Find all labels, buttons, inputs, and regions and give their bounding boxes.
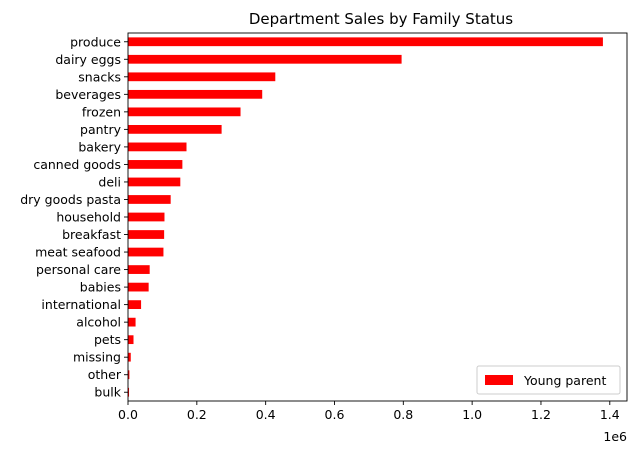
bar-frozen bbox=[128, 107, 241, 117]
bar-breakfast bbox=[128, 230, 165, 239]
y-tick-label: personal care bbox=[36, 262, 121, 277]
x-axis-offset-label: 1e6 bbox=[603, 429, 627, 444]
x-tick-label: 1.2 bbox=[531, 407, 551, 422]
legend-label: Young parent bbox=[523, 373, 606, 388]
bar-dairy-eggs bbox=[128, 54, 402, 64]
x-tick-label: 0.6 bbox=[325, 407, 345, 422]
bar-alcohol bbox=[128, 317, 136, 327]
bar-babies bbox=[128, 282, 149, 292]
y-tick-label: other bbox=[88, 367, 122, 382]
plot-frame bbox=[127, 32, 628, 402]
y-tick-label: pantry bbox=[80, 122, 122, 137]
bar-household bbox=[128, 212, 165, 222]
y-tick-label: alcohol bbox=[76, 315, 121, 330]
y-tick-label: deli bbox=[98, 174, 121, 189]
legend-swatch bbox=[485, 375, 513, 385]
legend: Young parent bbox=[476, 365, 621, 395]
x-tick-label: 0.4 bbox=[256, 407, 276, 422]
y-tick-label: dairy eggs bbox=[55, 52, 121, 67]
bar-canned-goods bbox=[128, 160, 183, 169]
bar-pets bbox=[128, 335, 134, 345]
bar-dry-goods-pasta bbox=[128, 195, 171, 204]
bar-other bbox=[128, 370, 130, 380]
bar-meat-seafood bbox=[128, 247, 164, 257]
x-tick-label: 0.2 bbox=[187, 407, 207, 422]
y-tick-label: canned goods bbox=[33, 157, 121, 172]
bar-international bbox=[128, 300, 142, 309]
x-tick-label: 0.8 bbox=[393, 407, 413, 422]
y-tick-label: breakfast bbox=[62, 227, 121, 242]
x-tick-label: 1.4 bbox=[600, 407, 620, 422]
y-tick-label: bakery bbox=[78, 139, 121, 154]
x-axis: 0.0 0.2 0.4 0.6 0.8 1.0 1.2 1.4 bbox=[118, 401, 620, 422]
bar-missing bbox=[128, 352, 131, 362]
bar-bakery bbox=[128, 142, 187, 152]
y-tick-label: bulk bbox=[94, 385, 121, 400]
y-tick-label: beverages bbox=[55, 87, 121, 102]
bar-deli bbox=[128, 177, 181, 187]
bar-beverages bbox=[128, 89, 263, 99]
y-tick-label: meat seafood bbox=[35, 245, 121, 260]
y-tick-label: frozen bbox=[82, 104, 121, 119]
bars-group bbox=[128, 37, 603, 397]
x-tick-label: 0.0 bbox=[118, 407, 138, 422]
bar-personal-care bbox=[128, 265, 150, 274]
bar-pantry bbox=[128, 125, 222, 134]
legend-box bbox=[476, 365, 621, 395]
chart-title: Department Sales by Family Status bbox=[249, 10, 513, 28]
bar-bulk bbox=[128, 387, 130, 397]
y-tick-label: snacks bbox=[78, 69, 121, 84]
bar-snacks bbox=[128, 72, 276, 82]
y-tick-label: babies bbox=[80, 280, 121, 295]
y-tick-label: pets bbox=[94, 332, 121, 347]
y-tick-label: missing bbox=[73, 350, 121, 365]
x-tick-label: 1.0 bbox=[462, 407, 482, 422]
y-tick-label: dry goods pasta bbox=[20, 192, 121, 207]
bar-produce bbox=[128, 37, 603, 47]
y-tick-label: produce bbox=[70, 34, 121, 49]
y-axis: produce dairy eggs snacks beverages frozen pa… bbox=[20, 34, 128, 400]
y-tick-label: household bbox=[56, 210, 121, 225]
y-tick-label: international bbox=[41, 297, 121, 312]
